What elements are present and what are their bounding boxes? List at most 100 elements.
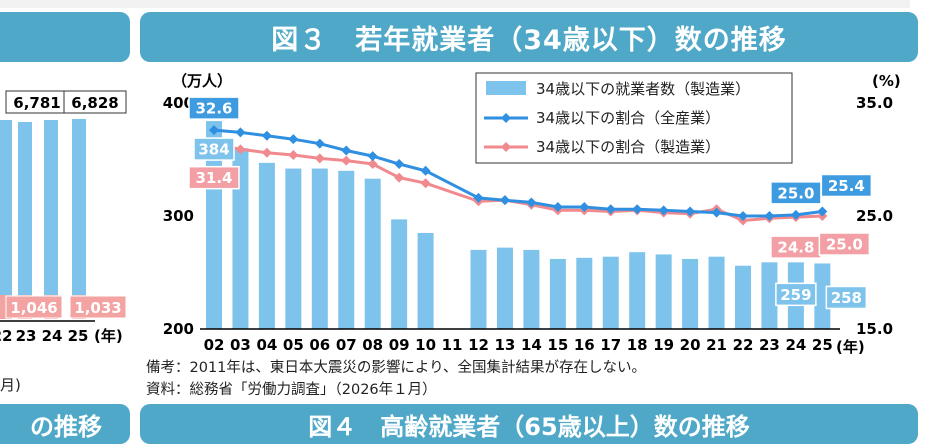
all-industry-point: [817, 206, 828, 217]
all-industry-point: [499, 195, 510, 206]
bar: [523, 249, 540, 329]
bar: [682, 258, 699, 329]
x-tick-label: 16: [574, 336, 595, 354]
left-panel-value: 1,046: [10, 299, 57, 317]
x-tick-label: 12: [468, 336, 489, 354]
x-tick-label: 02: [204, 336, 225, 354]
bar: [258, 162, 275, 329]
bar: [708, 256, 725, 329]
left-tick-label: 300: [163, 207, 194, 225]
legend-label-all-industry: 34歳以下の割合（全産業）: [536, 109, 720, 127]
bar: [232, 148, 249, 329]
right-tick-label: 35.0: [856, 94, 893, 112]
source-note: 資料：総務省「労働力調査」（2026年１月）: [146, 382, 437, 398]
x-tick-label: 03: [230, 336, 251, 354]
manufacturing-point: [367, 159, 378, 170]
all-industry-point: [685, 206, 696, 217]
x-tick-label: 14: [521, 336, 542, 354]
left-panel-bar: [44, 120, 58, 295]
x-tick-label: 07: [336, 336, 357, 354]
x-tick-label: 19: [653, 336, 674, 354]
all-industry-point: [764, 211, 775, 221]
legend-label-manufacturing: 34歳以下の割合（製造業）: [536, 138, 720, 156]
legend-marker-all-industry: [501, 113, 511, 123]
manufacturing-point: [314, 153, 325, 164]
data-label: 25.4: [828, 177, 865, 195]
legend-label-bar: 34歳以下の就業者数（製造業）: [536, 80, 750, 98]
all-industry-point: [632, 204, 643, 215]
x-tick-label: 04: [256, 336, 277, 354]
x-axis-unit: (年): [836, 338, 865, 356]
left-panel-x-tick: 25: [68, 327, 89, 345]
bar: [549, 258, 566, 329]
all-industry-point: [261, 130, 272, 141]
left-panel-x-tick: 24: [42, 327, 63, 345]
x-tick-label: 13: [495, 336, 516, 354]
left-panel-bar: [18, 122, 32, 295]
bar: [761, 262, 778, 329]
all-industry-point: [288, 134, 299, 145]
x-tick-label: 21: [706, 336, 727, 354]
right-axis-unit: (%): [872, 72, 901, 90]
data-label-box: [188, 165, 240, 190]
data-label-box: [775, 282, 817, 307]
legend-box: [475, 72, 793, 164]
data-label: 25.0: [777, 184, 814, 202]
bar: [311, 168, 328, 329]
data-label-box: [818, 232, 871, 256]
data-label-box: [825, 285, 868, 310]
x-tick-label: 15: [547, 336, 568, 354]
left-panel-x-unit: (年): [94, 327, 123, 345]
left-panel-x-tick: 22: [0, 327, 12, 345]
left-bottom-banner-title: の推移: [30, 412, 102, 441]
all-industry-point: [790, 209, 801, 220]
left-panel-value-box: [5, 295, 63, 319]
left-panel-note: 月): [0, 376, 21, 394]
all-industry-point: [235, 127, 246, 138]
x-tick-label: 09: [389, 336, 410, 354]
bar: [417, 232, 434, 329]
left-panel-value: 1,033: [74, 299, 121, 317]
data-label: 24.8: [777, 239, 814, 257]
bar: [496, 247, 513, 329]
left-panel-bar: [72, 119, 86, 295]
plot-area: 400 300 200 35.0 25.0 15.0 02 03 04 05 06 07 08 09 10 1…: [163, 94, 893, 354]
left-panel-value-box: [63, 90, 127, 114]
all-industry-point: [314, 138, 325, 149]
next-chart-title: 図４ 高齢就業者（65歳以上）数の推移: [308, 412, 750, 441]
x-tick-label: 18: [627, 336, 648, 354]
manufacturing-point: [420, 178, 431, 189]
left-panel-x-tick: 23: [16, 327, 37, 345]
x-tick-label: 11: [442, 336, 463, 354]
bar: [602, 256, 619, 329]
right-tick-label: 15.0: [856, 320, 893, 338]
right-tick-label: 25.0: [856, 207, 893, 225]
bar: [391, 219, 408, 329]
all-industry-point: [711, 207, 722, 218]
all-industry-point: [473, 192, 484, 203]
bar: [364, 178, 381, 329]
left-tick-label: 400: [163, 94, 194, 112]
left-panel-banner: [0, 12, 130, 62]
left-panel-value: 6,781: [13, 94, 60, 112]
manufacturing-point: [261, 147, 272, 158]
all-industry-point: [658, 205, 669, 216]
manufacturing-point: [341, 155, 352, 166]
chart-title: 図３ 若年就業者（34歳以下）数の推移: [271, 24, 787, 56]
all-industry-point: [341, 145, 352, 156]
legend-marker-manufacturing: [501, 142, 511, 152]
data-label: 25.0: [826, 236, 863, 254]
x-tick-label: 10: [415, 336, 436, 354]
data-label: 384: [198, 141, 229, 159]
all-industry-point: [420, 165, 431, 176]
x-tick-label: 08: [362, 336, 383, 354]
left-panel-value-box: [69, 295, 127, 319]
left-bottom-banner: の推移: [0, 404, 130, 444]
data-label: 258: [831, 289, 862, 307]
data-label: 259: [780, 286, 811, 304]
bar: [470, 249, 487, 329]
data-label-box: [820, 173, 873, 198]
bar: [629, 252, 646, 329]
bar: [735, 265, 751, 329]
